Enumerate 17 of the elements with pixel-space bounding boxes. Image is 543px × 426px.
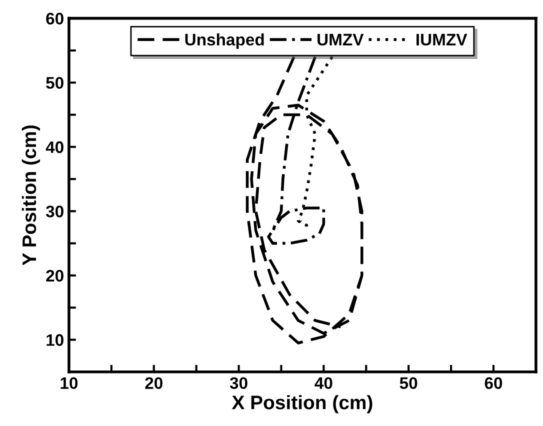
- x-tick-label: 30: [230, 377, 248, 390]
- legend-label: UMZV: [318, 34, 364, 46]
- y-axis-title: Y Position (cm): [22, 125, 40, 266]
- x-tick-label: 60: [484, 377, 502, 389]
- x-tick-label: 10: [60, 377, 78, 389]
- x-axis-title: X Position (cm): [232, 395, 372, 414]
- y-tick-label: 20: [46, 270, 64, 282]
- x-tick-label: 20: [145, 377, 162, 389]
- y-tick-label: 60: [46, 12, 64, 25]
- y-tick-label: 50: [46, 77, 64, 89]
- y-tick-label: 40: [46, 141, 64, 154]
- legend-label: IUMZV: [416, 34, 468, 46]
- y-tick-label: 30: [46, 206, 64, 218]
- y-tick-label: 10: [46, 334, 64, 346]
- legend-label: Unshaped: [185, 33, 264, 49]
- x-tick-label: 50: [400, 377, 418, 389]
- x-tick-label: 40: [314, 377, 332, 389]
